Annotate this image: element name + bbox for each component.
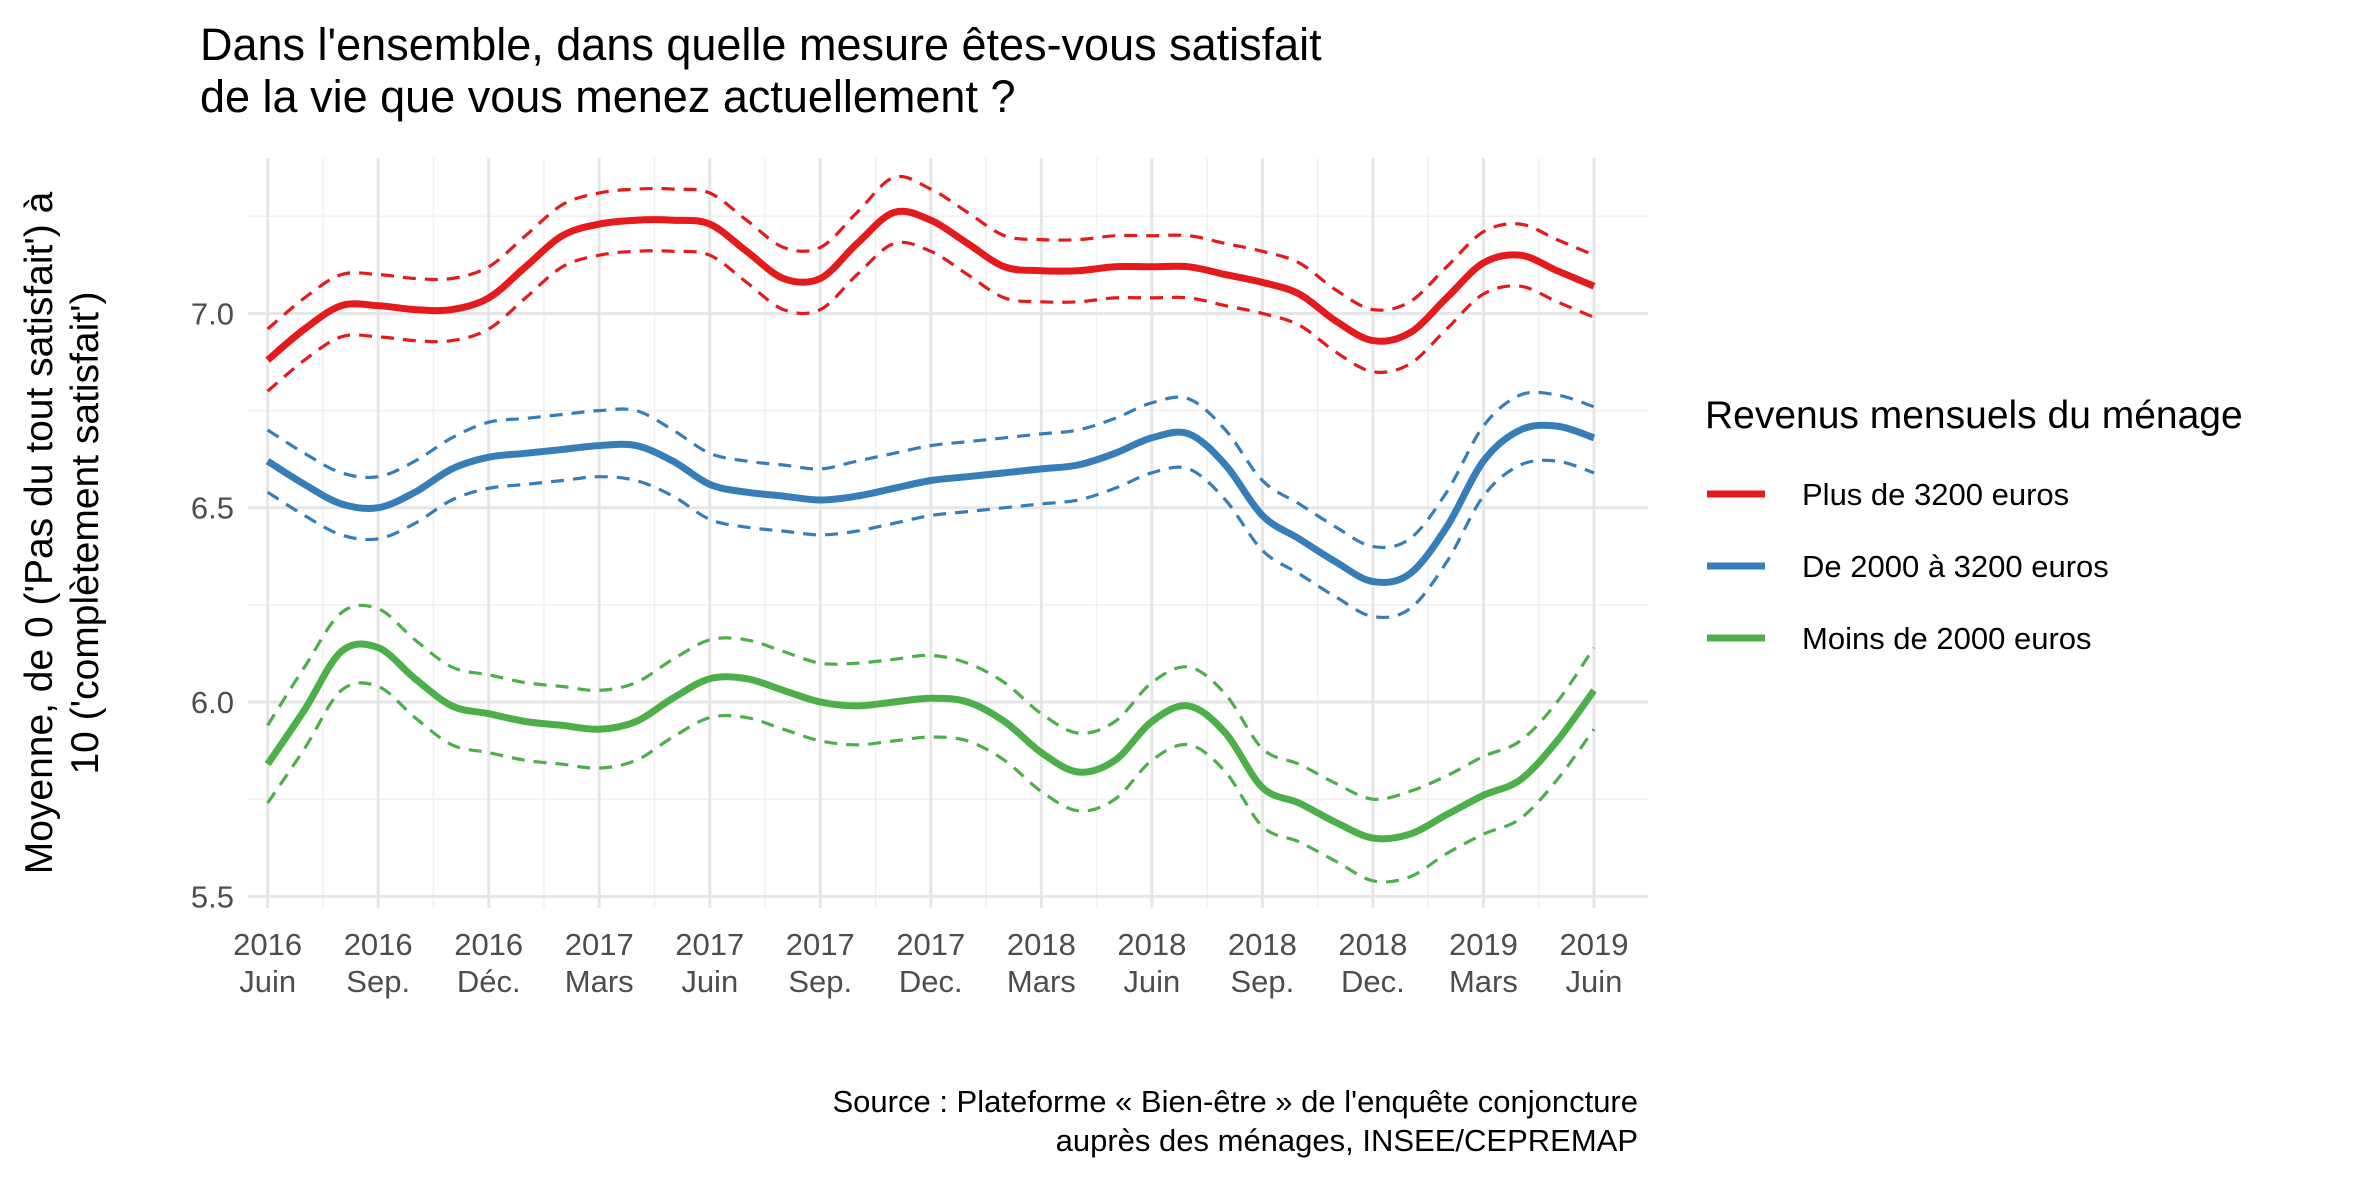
x-tick-label: 2016 Sep.	[344, 927, 413, 999]
legend-item: De 2000 à 3200 euros	[1707, 549, 2109, 584]
legend-item: Moins de 2000 euros	[1707, 621, 2092, 656]
x-tick-label: 2016 Juin	[233, 927, 302, 999]
series-2	[265, 390, 1596, 620]
ci-upper-line	[266, 390, 1595, 550]
x-tick-label: 2018 Dec.	[1338, 927, 1407, 999]
series-line	[264, 640, 1597, 843]
x-tick-label: 2017 Sep.	[786, 927, 855, 999]
series-line	[265, 421, 1596, 586]
title-line: de la vie que vous menez actuellement ?	[200, 71, 1016, 122]
legend-label: Plus de 3200 euros	[1802, 477, 2069, 512]
x-tick-label: 2019 Mars	[1449, 927, 1518, 999]
y-axis-title-line: Moyenne, de 0 ('Pas du tout satisfait') …	[18, 191, 61, 874]
legend-label: De 2000 à 3200 euros	[1802, 549, 2109, 584]
ci-lower-line	[266, 458, 1595, 620]
x-tick-label: 2018 Juin	[1117, 927, 1186, 999]
ci-lower-line	[266, 681, 1596, 884]
ci-lower-line	[266, 240, 1595, 393]
x-tick-label: 2018 Sep.	[1228, 927, 1297, 999]
series-3	[264, 603, 1597, 884]
y-tick-label: 5.5	[191, 879, 234, 914]
x-tick-label: 2018 Mars	[1007, 927, 1076, 999]
caption: Source : Plateforme « Bien-être » de l'e…	[832, 1084, 1638, 1158]
series-layer	[264, 174, 1597, 884]
ci-upper-line	[266, 603, 1596, 801]
ci-upper-line	[266, 174, 1595, 331]
caption-line: auprès des ménages, INSEE/CEPREMAP	[1056, 1123, 1638, 1158]
y-axis-title-line: 10 ('complètement satisfait')	[64, 291, 107, 774]
chart-title: Dans l'ensemble, dans quelle mesure êtes…	[200, 19, 1322, 122]
title-line: Dans l'ensemble, dans quelle mesure êtes…	[200, 19, 1322, 70]
legend: Revenus mensuels du ménage Plus de 3200 e…	[1705, 394, 2243, 656]
caption-line: Source : Plateforme « Bien-être » de l'e…	[832, 1084, 1638, 1119]
axis-labels: 5.5 6.0 6.5 7.0 2016 Juin 2016 Sep. 2016 Déc. 2017…	[191, 296, 1629, 999]
x-tick-label: 2016 Déc.	[454, 927, 523, 999]
series-line	[265, 207, 1596, 363]
x-tick-label: 2017 Mars	[565, 927, 634, 999]
y-tick-label: 7.0	[191, 296, 234, 331]
legend-item: Plus de 3200 euros	[1707, 477, 2069, 512]
y-tick-label: 6.0	[191, 685, 234, 720]
legend-label: Moins de 2000 euros	[1802, 621, 2092, 656]
x-tick-label: 2017 Juin	[675, 927, 744, 999]
x-tick-label: 2019 Juin	[1559, 927, 1628, 999]
y-tick-label: 6.5	[191, 491, 234, 526]
grid	[248, 158, 1648, 908]
series-1	[265, 174, 1596, 393]
y-axis-title: Moyenne, de 0 ('Pas du tout satisfait') …	[18, 191, 107, 874]
legend-title: Revenus mensuels du ménage	[1705, 394, 2243, 437]
x-tick-label: 2017 Dec.	[896, 927, 965, 999]
